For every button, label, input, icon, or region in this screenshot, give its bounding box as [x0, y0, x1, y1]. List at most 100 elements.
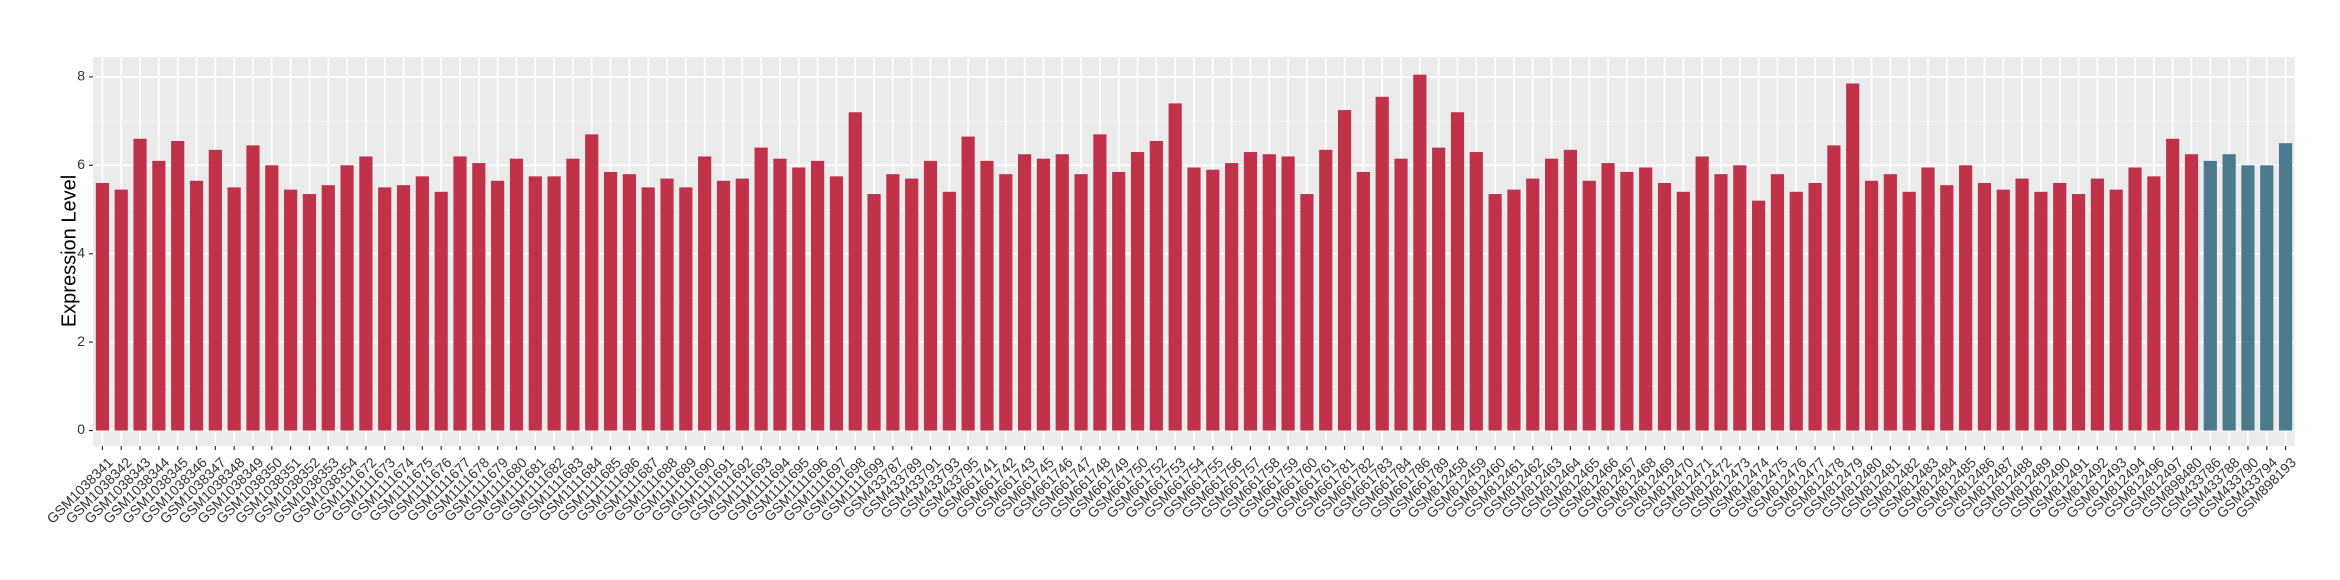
bar [848, 112, 862, 431]
bar [1432, 147, 1446, 431]
bar [1977, 182, 1992, 431]
bar [2015, 178, 2029, 431]
y-tick-label: 0 [77, 421, 85, 437]
bar [1695, 156, 1709, 431]
bar [1714, 174, 1728, 431]
bar [735, 178, 749, 431]
bar [1526, 178, 1540, 431]
bar [472, 163, 486, 431]
bar [2053, 182, 2067, 431]
bar [1846, 83, 1860, 431]
bar [1394, 158, 1408, 431]
bar [1657, 182, 1672, 431]
bar [1055, 154, 1069, 431]
bar [2279, 143, 2293, 431]
bar [1413, 74, 1427, 431]
bar [999, 174, 1013, 431]
bar [2241, 165, 2255, 431]
bar [547, 176, 561, 431]
bar [1864, 180, 1879, 431]
bar [867, 194, 881, 431]
bar [171, 140, 185, 431]
bar [453, 156, 467, 431]
bar [265, 165, 279, 431]
bar [754, 147, 768, 431]
bar [2128, 167, 2142, 431]
bar [1808, 182, 1822, 431]
bar [1789, 191, 1803, 431]
bar [2184, 154, 2199, 431]
bar [1601, 163, 1615, 431]
bar [905, 178, 919, 431]
bar [2090, 178, 2104, 431]
bar [284, 189, 298, 431]
bar [829, 176, 843, 431]
bar [1563, 149, 1577, 431]
bar [1469, 152, 1483, 431]
bar [396, 185, 411, 431]
bar [246, 145, 260, 431]
bar [189, 180, 204, 431]
bar [811, 160, 825, 431]
bar [509, 158, 524, 431]
bar [227, 187, 241, 431]
bar [886, 174, 900, 431]
bar [1281, 156, 1295, 431]
bar [2109, 189, 2123, 431]
bar [1545, 158, 1559, 431]
bar [698, 156, 712, 431]
bar [679, 187, 693, 431]
bar [1620, 171, 1634, 431]
bar [321, 185, 335, 431]
bar [942, 191, 956, 431]
bar [585, 134, 599, 431]
bar [1018, 154, 1032, 431]
bar [1827, 145, 1841, 431]
bar [528, 176, 542, 431]
bar [980, 160, 994, 431]
bar [2260, 165, 2274, 431]
bar [660, 178, 674, 431]
bar [1902, 191, 1916, 431]
bar [1262, 154, 1276, 431]
y-tick-label: 8 [77, 68, 85, 84]
bar [2147, 176, 2161, 431]
bar [566, 158, 580, 431]
bar [1319, 149, 1333, 431]
bar [1243, 152, 1258, 431]
bar [1206, 169, 1220, 431]
y-tick-label: 4 [77, 244, 85, 260]
bar [1130, 152, 1145, 431]
bar [1770, 174, 1785, 431]
bar [434, 191, 448, 431]
bar [2203, 160, 2217, 431]
bar [716, 180, 731, 431]
bar [1168, 103, 1182, 431]
bar [208, 149, 222, 431]
bar [1093, 134, 1107, 431]
bar [1921, 167, 1935, 431]
bar [1488, 194, 1502, 431]
bar [2071, 194, 2086, 431]
bar [1582, 180, 1596, 431]
y-tick-label: 2 [77, 333, 85, 349]
y-axis-title: Expression Level [58, 175, 80, 327]
bar [1940, 185, 1954, 431]
bar [1676, 191, 1690, 431]
bar [152, 160, 166, 431]
bar [1225, 163, 1239, 431]
bar [491, 180, 505, 431]
bar [1959, 165, 1973, 431]
bar [95, 182, 109, 431]
bar [2034, 191, 2048, 431]
bar [378, 187, 392, 431]
bar [1507, 189, 1521, 431]
bar [133, 138, 147, 431]
bar [1752, 200, 1766, 431]
bar [1996, 189, 2010, 431]
bar [1639, 167, 1653, 431]
bar [1187, 167, 1201, 431]
bar [641, 187, 655, 431]
bar [1074, 174, 1088, 431]
